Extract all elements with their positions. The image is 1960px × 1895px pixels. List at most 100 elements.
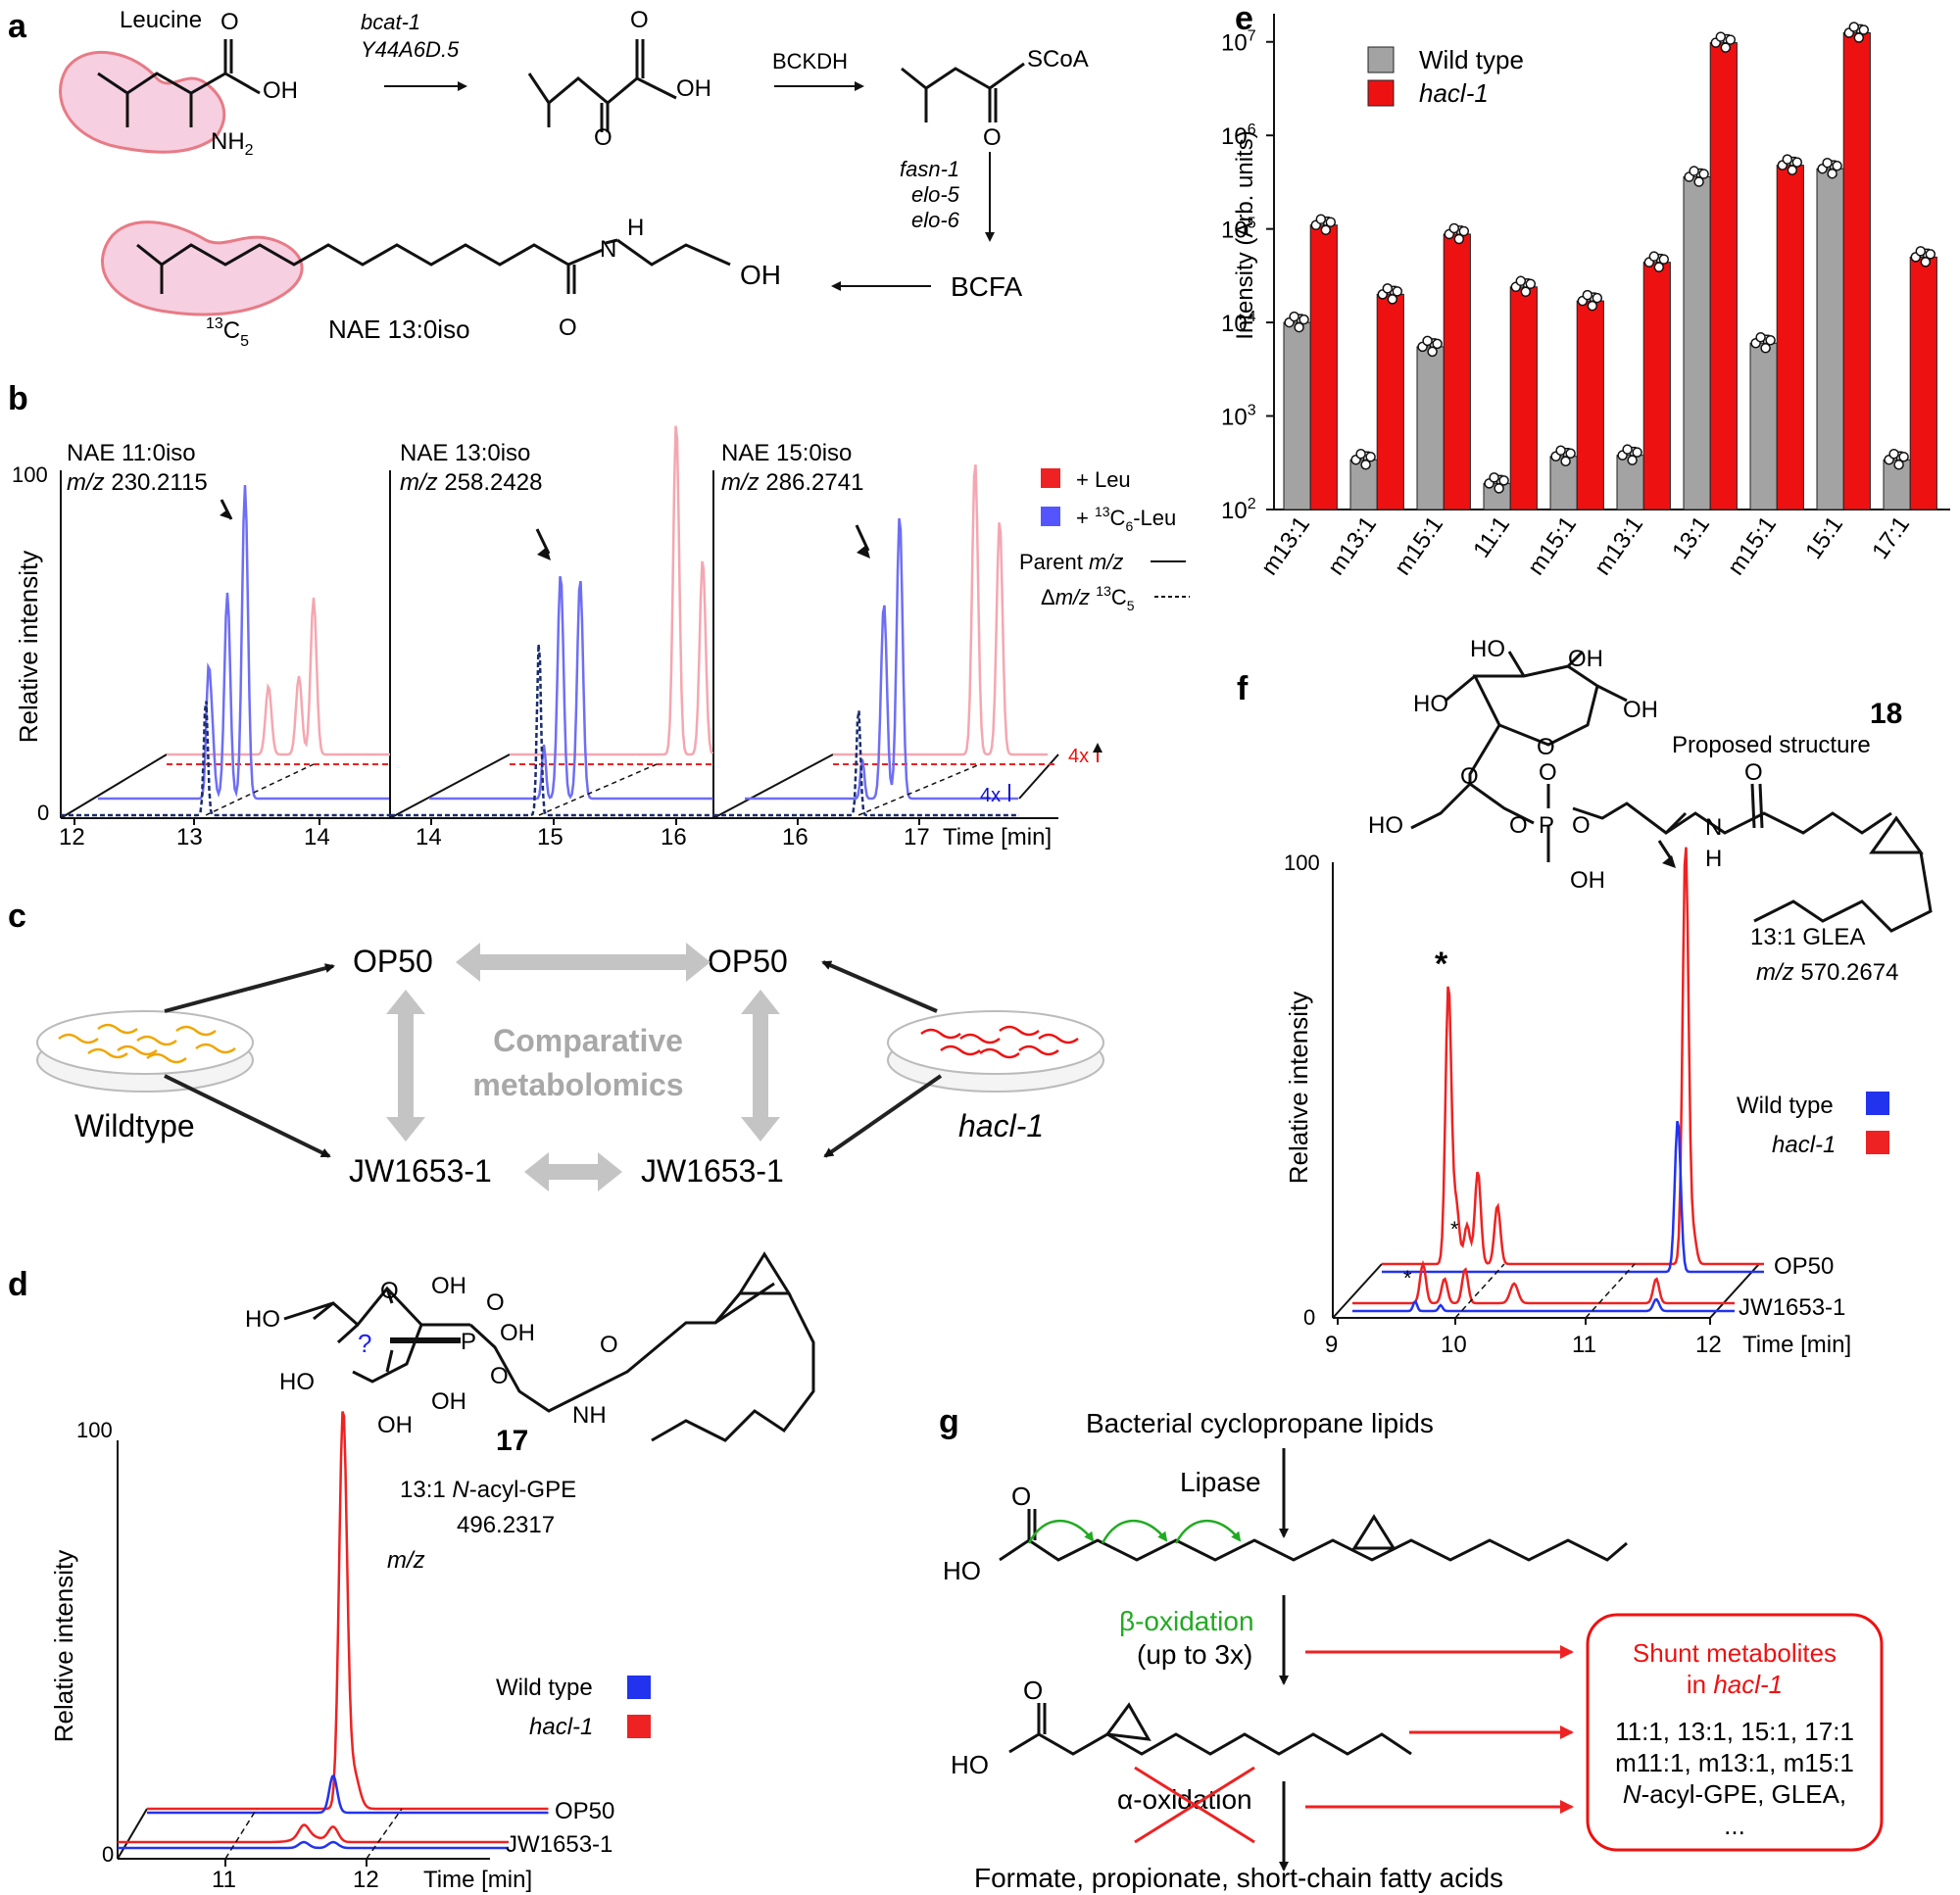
worms-red <box>920 1025 1079 1059</box>
panel-b-ybottom: 0 <box>37 801 49 825</box>
f-trace-jw: JW1653-1 <box>1739 1294 1845 1321</box>
ketoacid-oh: OH <box>676 75 711 102</box>
legend-13c-swatch <box>1041 507 1060 526</box>
e-point-hacl-1-2 <box>1315 214 1327 224</box>
f-peak-arrow-head <box>1662 855 1676 868</box>
e-bar-hacl-8 <box>1776 165 1804 510</box>
g-beta-sub: (up to 3x) <box>1137 1639 1252 1670</box>
e-point-hacl-1-3 <box>1320 224 1332 235</box>
e-point-wt-3-3 <box>1427 346 1438 358</box>
g-shunt-line-1: 11:1, 13:1, 15:1, 17:1 <box>1615 1717 1854 1746</box>
f-o-ring: O <box>1537 734 1555 760</box>
f-perspective <box>1332 1263 1383 1319</box>
g-lipid-1-ring <box>1351 1514 1396 1550</box>
f-number: 18 <box>1870 698 1902 730</box>
d-legend-wt-swatch <box>627 1676 651 1699</box>
panel-b: b Relative intensity 100 0 NAE 11:0iso m… <box>8 380 1190 850</box>
panel-b-traces <box>61 425 1058 817</box>
f-star-1: * <box>1435 946 1448 983</box>
e-point-hacl-9-4 <box>1858 24 1870 35</box>
e-bar-wt-3 <box>1416 346 1445 510</box>
d-time-label: Time [min] <box>423 1867 532 1893</box>
f-o-p: O <box>1539 759 1557 786</box>
jw-left: JW1653-1 <box>349 1153 492 1189</box>
d-ylabel: Relative intensity <box>49 1550 78 1743</box>
panel-d: d HO HO OH OH OH OH O P O O O ? NH 17 13… <box>8 1251 815 1893</box>
f-trace-op50: OP50 <box>1774 1253 1834 1280</box>
g-title: Bacterial cyclopropane lipids <box>1086 1408 1434 1438</box>
e-category-label-7: 13:1 <box>1667 511 1715 564</box>
e-point-hacl-6-2 <box>1648 251 1660 262</box>
e-point-wt-6-2 <box>1622 444 1633 455</box>
e-point-wt-1-3 <box>1294 321 1304 333</box>
d-trace-wt-jw <box>118 1840 509 1850</box>
panel-a: a Leucine O OH NH2 bcat-1 Y44A6D.5 O OH … <box>8 7 1089 350</box>
f-ylabel: Relative intensity <box>1284 992 1313 1185</box>
e-point-hacl-7-2 <box>1715 31 1727 42</box>
f-ytop: 100 <box>1284 850 1320 875</box>
arrow-wt-jw <box>164 1074 331 1158</box>
b-mz-1: m/z 230.2115 <box>67 469 208 496</box>
f-mz: m/z 570.2674 <box>1756 959 1898 986</box>
e-point-wt-8-3 <box>1760 343 1771 354</box>
d-mz-value: 496.2317 <box>457 1512 555 1538</box>
e-point-hacl-5-4 <box>1592 292 1603 304</box>
e-bar-hacl-10 <box>1909 256 1937 510</box>
g-end: Formate, propionate, short-chain fatty a… <box>974 1863 1503 1893</box>
e-bar-wt-7 <box>1683 176 1711 510</box>
e-point-wt-6-3 <box>1627 455 1638 465</box>
e-ytick-label-7: 107 <box>1221 28 1256 57</box>
panel-c: c OP50 OP50 JW1653-1 JW1653-1 Comparativ… <box>8 898 1104 1191</box>
e-ytick-label-5: 105 <box>1221 216 1256 244</box>
b-title-3: NAE 15:0iso <box>721 440 852 466</box>
b-trace-delta-1 <box>61 701 390 817</box>
d-ybottom: 0 <box>102 1842 114 1867</box>
e-point-hacl-9-3 <box>1853 32 1865 43</box>
wildtype-label: Wildtype <box>74 1108 195 1143</box>
panel-c-letter: c <box>8 898 26 935</box>
b-arrow-3-head <box>857 545 870 559</box>
d-perspective <box>117 1808 148 1860</box>
b-guide-3 <box>858 763 981 816</box>
b-tick-12: 12 <box>59 824 85 850</box>
e-point-hacl-6-4 <box>1658 254 1670 265</box>
legend-13c-text: + 13C6-Leu <box>1076 504 1176 534</box>
f-o-ester1: O <box>1509 812 1528 839</box>
e-point-hacl-7-4 <box>1725 34 1737 45</box>
b-perspective-3 <box>712 753 834 819</box>
e-point-hacl-2-4 <box>1392 286 1403 297</box>
f-h: H <box>1705 846 1722 872</box>
g-ho-2: HO <box>951 1750 989 1779</box>
d-ho-2: HO <box>279 1369 315 1395</box>
f-tick-11: 11 <box>1572 1332 1596 1358</box>
e-point-wt-3-4 <box>1432 338 1443 350</box>
compound17-bonds <box>283 1282 775 1413</box>
f-ho-1: HO <box>1470 636 1505 662</box>
g-shunt-title-1: Shunt metabolites <box>1633 1638 1837 1668</box>
e-category-label-3: m15:1 <box>1390 511 1448 580</box>
arrow-wt-op50 <box>164 963 335 1013</box>
d-nh: NH <box>572 1402 607 1429</box>
f-n: N <box>1705 814 1722 841</box>
ketoacid-o-top: O <box>630 7 649 33</box>
e-point-wt-7-2 <box>1689 166 1699 176</box>
hacl1-dish <box>887 1010 1104 1093</box>
panel-f-letter: f <box>1237 670 1249 707</box>
b-guide-2 <box>538 763 658 816</box>
e-legend-wt: Wild type <box>1419 45 1524 74</box>
g-green-arrow-1 <box>1027 1519 1095 1544</box>
d-legend-hacl: hacl-1 <box>529 1714 593 1740</box>
f-ybottom: 0 <box>1303 1305 1315 1330</box>
f-ho-3: HO <box>1368 812 1403 839</box>
nae-oh: OH <box>740 260 781 290</box>
e-point-wt-9-3 <box>1827 168 1838 179</box>
f-peak-arrow <box>1657 840 1674 861</box>
panel-d-letter: d <box>8 1266 28 1303</box>
b-trace-delta-2 <box>390 644 713 817</box>
scoa-label: SCoA <box>1027 46 1089 73</box>
f-legend-wt-swatch <box>1866 1092 1889 1115</box>
nae-o: O <box>559 315 577 341</box>
panel-b-letter: b <box>8 380 28 417</box>
e-bar-hacl-3 <box>1443 233 1471 510</box>
